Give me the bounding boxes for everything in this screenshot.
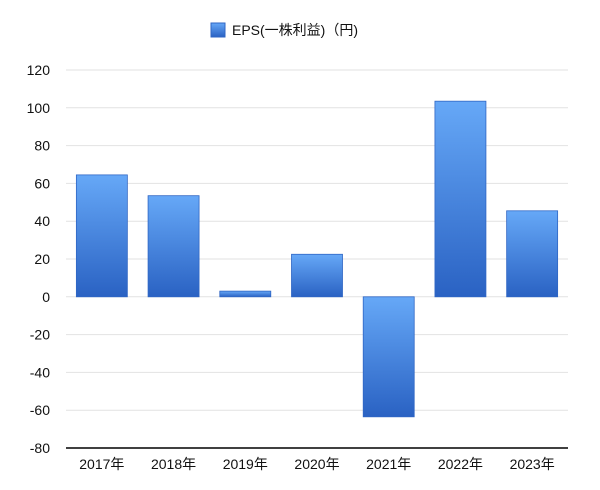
y-axis-ticks: 120 100 80 60 40 20 0 -20 -40 -60 -80 [27, 62, 51, 456]
bar-1 [75, 174, 128, 298]
bar-4 [291, 253, 343, 298]
y-tick-label: 40 [34, 213, 50, 229]
y-tick-label: -60 [30, 402, 50, 418]
y-tick-label: 100 [27, 100, 51, 116]
bar-5 [362, 296, 415, 418]
bars [75, 100, 559, 418]
x-tick-label: 2018年 [151, 456, 196, 472]
x-axis-ticks: 2017年 2018年 2019年 2020年 2021年 2022年 2023年 [79, 456, 554, 472]
x-tick-label: 2021年 [366, 456, 411, 472]
gridlines [66, 69, 568, 411]
x-tick-label: 2020年 [294, 456, 339, 472]
x-tick-label: 2023年 [510, 456, 555, 472]
y-tick-label: 20 [34, 251, 50, 267]
y-tick-label: 80 [34, 138, 50, 154]
bar-7 [506, 210, 559, 298]
x-tick-label: 2019年 [223, 456, 268, 472]
y-tick-label: -20 [30, 327, 50, 343]
bar-3 [219, 290, 272, 298]
legend-label: EPS(一株利益)（円) [232, 22, 358, 38]
bar-6 [434, 100, 487, 298]
y-tick-label: 0 [42, 289, 50, 305]
bar-2 [147, 195, 200, 298]
y-tick-label: 120 [27, 62, 51, 78]
x-tick-label: 2022年 [438, 456, 483, 472]
y-tick-label: -80 [30, 440, 50, 456]
legend-swatch [210, 22, 226, 38]
x-tick-label: 2017年 [79, 456, 124, 472]
y-tick-label: 60 [34, 175, 50, 191]
y-tick-label: -40 [30, 364, 50, 380]
legend: EPS(一株利益)（円) [210, 22, 358, 38]
